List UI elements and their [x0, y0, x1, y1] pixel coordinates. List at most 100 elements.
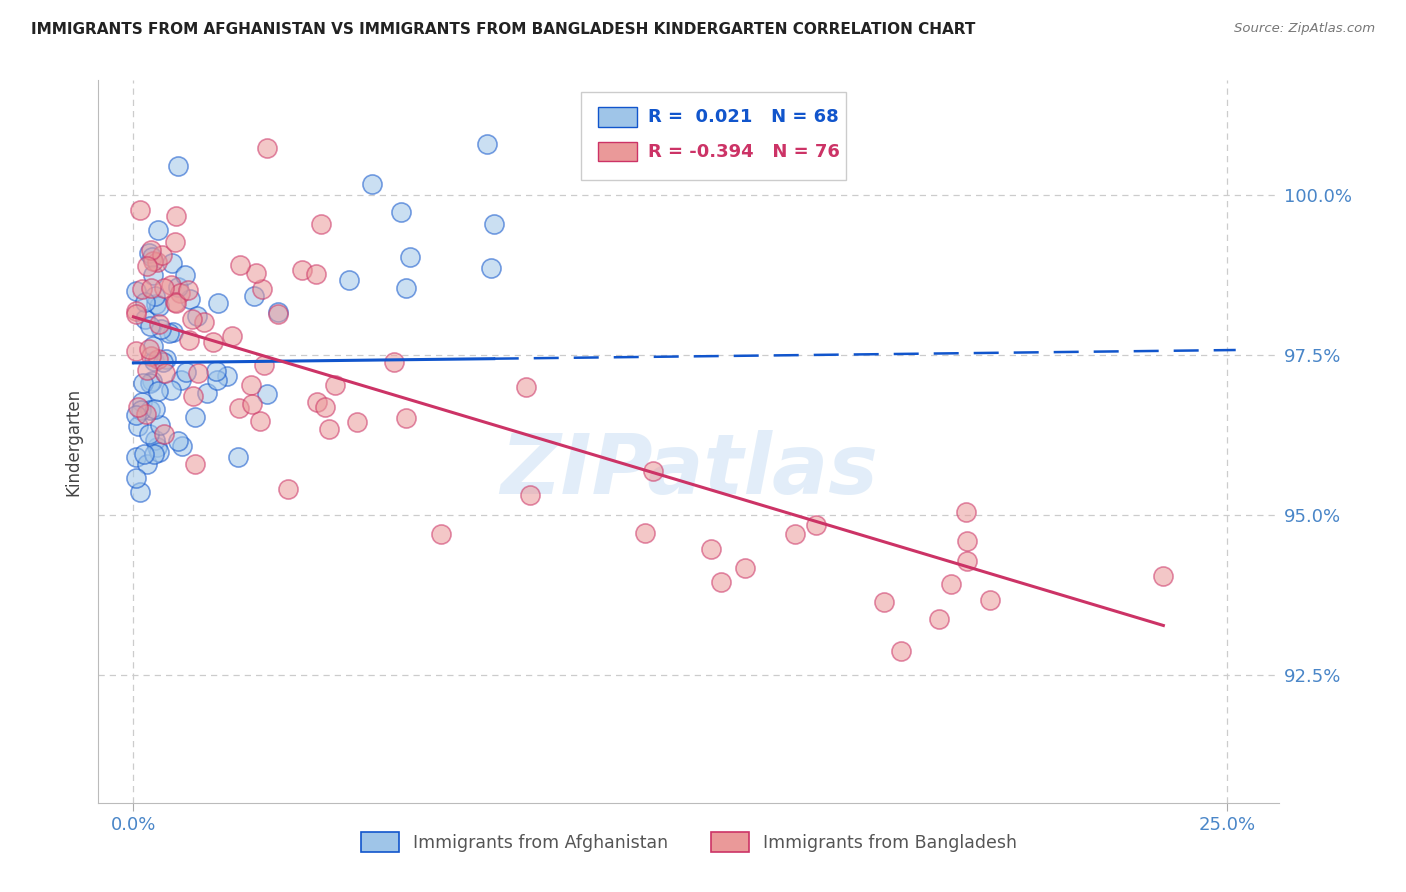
Point [149, 417, 172, 432]
Point [141, 374, 163, 388]
Point [139, 319, 162, 334]
Point [956, 534, 979, 549]
Point [143, 433, 166, 447]
Point [143, 447, 166, 461]
Point [129, 202, 152, 217]
Point [318, 422, 340, 436]
Point [179, 292, 201, 306]
Point [169, 285, 191, 300]
Point [125, 304, 148, 318]
Text: R =  0.021   N = 68: R = 0.021 N = 68 [648, 108, 839, 126]
Point [193, 315, 215, 329]
Point [138, 376, 160, 391]
Point [346, 415, 368, 429]
Point [170, 440, 193, 454]
Text: Source: ZipAtlas.com: Source: ZipAtlas.com [1234, 22, 1375, 36]
Point [873, 595, 896, 609]
Point [165, 295, 187, 310]
Point [382, 354, 405, 368]
Text: R = -0.394   N = 76: R = -0.394 N = 76 [648, 143, 839, 161]
Point [134, 294, 156, 309]
Point [131, 395, 153, 409]
Point [125, 284, 148, 298]
Point [783, 527, 806, 541]
Point [337, 273, 360, 287]
Point [134, 312, 156, 326]
Point [138, 245, 160, 260]
Point [148, 317, 170, 331]
Point [146, 440, 169, 454]
Point [181, 312, 204, 326]
Point [170, 373, 193, 387]
Point [177, 284, 200, 298]
Point [256, 387, 278, 401]
Point [221, 329, 243, 343]
Point [979, 593, 1001, 607]
Point [124, 307, 146, 321]
Point [277, 482, 299, 496]
Point [519, 488, 541, 502]
Point [256, 141, 278, 155]
Point [207, 373, 229, 387]
Point [146, 223, 169, 237]
Point [148, 444, 170, 458]
Point [477, 137, 499, 152]
Point [131, 402, 153, 417]
Point [160, 278, 183, 293]
Point [135, 260, 157, 274]
Legend: Immigrants from Afghanistan, Immigrants from Bangladesh: Immigrants from Afghanistan, Immigrants … [354, 825, 1024, 859]
Point [124, 344, 146, 359]
Point [165, 296, 187, 310]
Point [153, 280, 176, 294]
Point [217, 368, 239, 383]
Point [162, 325, 184, 339]
Text: ZIPatlas: ZIPatlas [501, 430, 877, 511]
Point [142, 253, 165, 268]
Point [395, 411, 418, 425]
Point [157, 326, 180, 341]
Point [207, 296, 229, 310]
Point [253, 359, 276, 373]
Point [135, 457, 157, 471]
Point [166, 280, 188, 294]
Point [148, 352, 170, 367]
Point [138, 342, 160, 356]
Point [148, 299, 170, 313]
Point [305, 267, 328, 281]
Point [163, 235, 186, 249]
Point [482, 217, 505, 231]
Point [307, 394, 329, 409]
Point [314, 401, 336, 415]
Point [205, 364, 228, 378]
Point [183, 409, 205, 424]
Point [138, 427, 160, 442]
Point [135, 363, 157, 377]
Point [323, 378, 346, 392]
Point [228, 450, 250, 464]
Point [127, 418, 149, 433]
Point [634, 525, 657, 540]
Point [139, 280, 162, 294]
Point [155, 351, 177, 366]
Point [141, 243, 163, 257]
Point [389, 205, 412, 219]
Point [150, 322, 173, 336]
Point [145, 289, 167, 303]
Point [165, 209, 187, 223]
Point [394, 281, 416, 295]
Point [124, 450, 146, 465]
Point [155, 366, 177, 380]
Text: IMMIGRANTS FROM AFGHANISTAN VS IMMIGRANTS FROM BANGLADESH KINDERGARTEN CORRELATI: IMMIGRANTS FROM AFGHANISTAN VS IMMIGRANT… [31, 22, 976, 37]
Point [160, 383, 183, 397]
Point [135, 407, 157, 421]
Point [150, 248, 173, 262]
Point [700, 542, 723, 557]
Point [710, 574, 733, 589]
Point [243, 289, 266, 303]
Point [249, 414, 271, 428]
Point [131, 282, 153, 296]
Point [240, 397, 263, 411]
Point [131, 376, 153, 391]
Point [479, 261, 502, 276]
Point [167, 159, 190, 173]
